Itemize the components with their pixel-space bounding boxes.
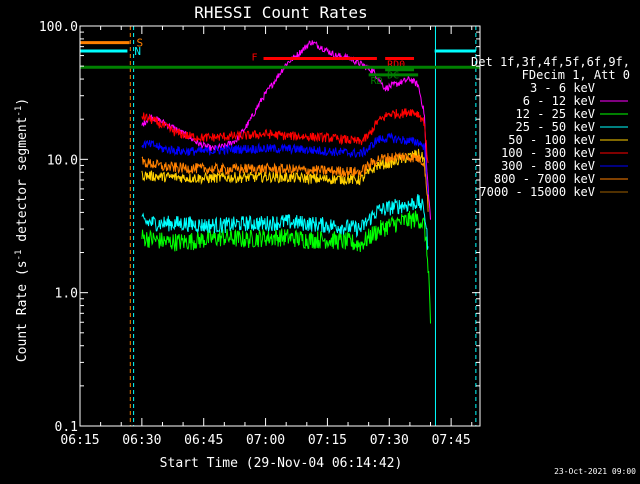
legend-label-9: 7000 - 15000 keV: [479, 185, 595, 199]
y-label-part-1: Count Rate (s: [15, 260, 30, 362]
flag-bar-label-5: DC: [387, 71, 399, 82]
y-axis-label: Count Rate (s-1 detector segment-1): [14, 98, 30, 362]
x-tick-label-3: 06:45: [184, 433, 223, 448]
chart-title: RHESSI Count Rates: [194, 3, 367, 22]
legend-label-2: 6 - 12 keV: [523, 94, 595, 108]
footer-date: 23-Oct-2021 09:00: [554, 467, 636, 476]
y-tick-label-3: 10.0: [47, 153, 78, 168]
series-line-8: [141, 151, 429, 212]
legend-label-1: 3 - 6 keV: [530, 81, 595, 95]
plot-frame: [79, 25, 481, 427]
legend-label-7: 300 - 800 keV: [501, 159, 595, 173]
y-tick-label-1: 0.1: [55, 420, 78, 435]
series-line-6: [141, 108, 429, 164]
plot-area: SN F RD0 RD DC: [79, 26, 480, 426]
flag-bar-label-1: F: [252, 53, 258, 64]
axes: 06:15 06:30 06:45 07:00 07:15 07:30 07:45 0.1 1.…: [39, 20, 481, 448]
y-label-sup-1: -1: [14, 250, 24, 261]
x-tick-label-7: 07:45: [432, 433, 471, 448]
flag-bar-label-2: RD0: [387, 60, 405, 71]
y-tick-label-2: 1.0: [55, 287, 78, 302]
y-tick-label-4: 100.0: [39, 20, 78, 35]
legend-label-8: 800 - 7000 keV: [494, 172, 595, 186]
series-line-5: [141, 148, 429, 208]
legend-header-line-1: Det 1f,3f,4f,5f,6f,9f,: [471, 55, 630, 69]
flag-bar-label-4: RD: [371, 76, 383, 87]
x-axis-label: Start Time (29-Nov-04 06:14:42): [160, 456, 403, 471]
legend: Det 1f,3f,4f,5f,6f,9f, FDecim 1, Att 0 3…: [471, 55, 630, 199]
y-label-part-2: detector segment: [15, 117, 30, 250]
x-tick-label-5: 07:15: [308, 433, 347, 448]
legend-label-6: 100 - 300 keV: [501, 146, 595, 160]
y-label-part-3: ): [15, 98, 30, 106]
attenuator-bar-label-2: N: [134, 45, 141, 58]
x-tick-label-2: 06:30: [122, 433, 161, 448]
series-line-7: [141, 132, 429, 195]
legend-label-4: 25 - 50 keV: [516, 120, 595, 134]
series-line-3: [141, 210, 431, 324]
attenuator-bar-label-1: S: [136, 37, 143, 50]
x-tick-label-4: 07:00: [246, 433, 285, 448]
y-label-sup-2: -1: [14, 106, 24, 117]
legend-label-5: 50 - 100 keV: [508, 133, 595, 147]
series-line-4: [141, 194, 429, 250]
legend-label-3: 12 - 25 keV: [516, 107, 595, 121]
x-tick-label-6: 07:30: [370, 433, 409, 448]
legend-header-line-2: FDecim 1, Att 0: [522, 68, 630, 82]
x-tick-label-1: 06:15: [60, 433, 99, 448]
